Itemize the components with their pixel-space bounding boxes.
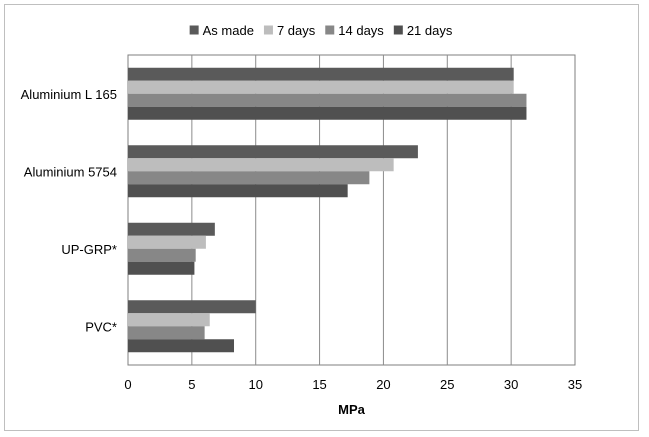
- category-label: Aluminium L 165: [21, 87, 117, 102]
- bar-14-days: [128, 93, 527, 107]
- bar-14-days: [128, 171, 370, 185]
- legend-label: 21 days: [407, 23, 453, 38]
- x-tick-label: 25: [440, 377, 454, 392]
- category-labels: Aluminium L 165 Aluminium 5754 UP-GRP* PVC*: [21, 87, 117, 335]
- bar-as-made: [128, 222, 215, 236]
- plot-border: [127, 54, 576, 366]
- category-label: Aluminium 5754: [24, 164, 117, 179]
- category-label: PVC*: [85, 319, 117, 334]
- legend-swatch: [263, 25, 273, 35]
- legend-label: 7 days: [277, 23, 316, 38]
- bar-7-days: [128, 313, 210, 327]
- x-axis-ticks: 0 5 10 15 20 25 30 35: [124, 377, 582, 392]
- x-tick-label: 10: [248, 377, 262, 392]
- category-label: UP-GRP*: [61, 242, 117, 257]
- bar-14-days: [128, 248, 196, 262]
- legend-swatch: [189, 25, 199, 35]
- bar-7-days: [128, 158, 394, 172]
- x-axis-title: MPa: [338, 402, 366, 417]
- bars: [128, 67, 527, 353]
- x-tick-label: 5: [188, 377, 195, 392]
- bar-21-days: [128, 184, 348, 198]
- bar-7-days: [128, 80, 514, 94]
- bar-7-days: [128, 235, 206, 249]
- x-tick-label: 20: [376, 377, 390, 392]
- legend-label: 14 days: [338, 23, 384, 38]
- x-tick-label: 15: [312, 377, 326, 392]
- bar-as-made: [128, 67, 514, 81]
- bar-21-days: [128, 339, 235, 353]
- bar-as-made: [128, 300, 256, 314]
- bar-21-days: [128, 261, 195, 275]
- x-tick-label: 0: [124, 377, 131, 392]
- plot-area: [127, 54, 576, 366]
- legend-swatch: [325, 25, 335, 35]
- legend-label: As made: [203, 23, 254, 38]
- bar-14-days: [128, 326, 205, 340]
- legend-swatch: [393, 25, 403, 35]
- bar-as-made: [128, 145, 418, 159]
- x-tick-label: 30: [504, 377, 518, 392]
- x-tick-label: 35: [568, 377, 582, 392]
- legend: As made 7 days 14 days 21 days: [189, 23, 453, 38]
- bar-21-days: [128, 106, 527, 120]
